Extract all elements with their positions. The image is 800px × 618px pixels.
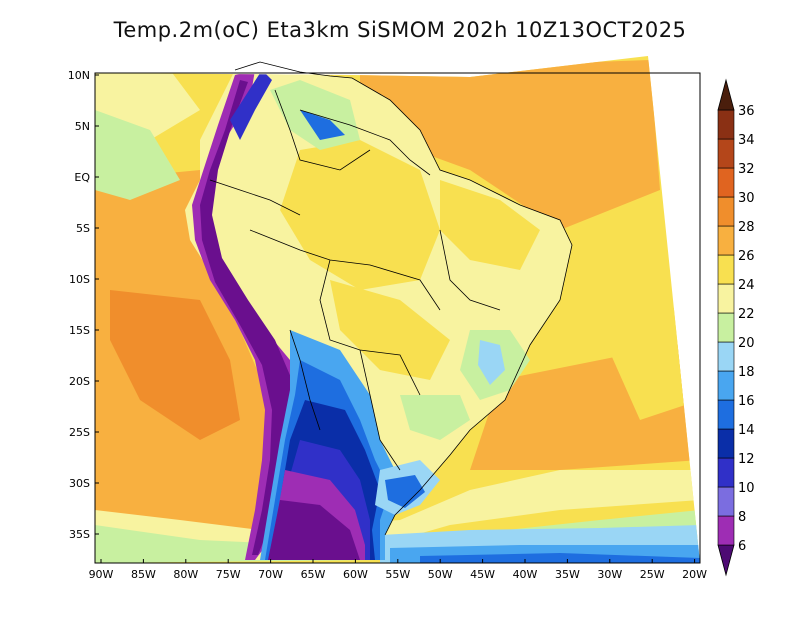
lon-label: 50W [428,568,453,581]
colorbar-label: 28 [738,220,755,235]
colorbar-over-triangle [718,80,734,110]
colorbar-band [718,429,734,458]
colorbar-band [718,313,734,342]
lat-label: 25S [69,426,90,439]
colorbar-band [718,516,734,545]
lat-label: 10N [68,69,90,82]
lon-label: 25W [640,568,665,581]
temperature-field [95,56,700,566]
colorbar-label: 6 [738,539,746,554]
lon-label: 85W [131,568,156,581]
lon-label: 60W [343,568,368,581]
lon-label: 35W [555,568,580,581]
colorbar-under-triangle [718,545,734,575]
colorbar-label: 12 [738,452,755,467]
colorbar-label: 16 [738,394,755,409]
lat-label: 20S [69,375,90,388]
colorbar-band [718,284,734,313]
colorbar-band [718,197,734,226]
colorbar-label: 26 [738,249,755,264]
colorbar-band [718,487,734,516]
lon-label: 20W [682,568,707,581]
lon-label: 75W [216,568,241,581]
colorbar-band [718,342,734,371]
lat-label: 5N [75,120,90,133]
lon-label: 80W [173,568,198,581]
lat-label: 10S [69,273,90,286]
lat-label: 15S [69,324,90,337]
map-figure: 10N 5N EQ 5S 10S 15S 20S 25S 30S 35S 90W 85W 80W 75W… [0,0,800,618]
colorbar-band [718,226,734,255]
colorbar-band [718,168,734,197]
colorbar-label: 22 [738,307,755,322]
colorbar-label: 20 [738,336,755,351]
lon-label: 30W [597,568,622,581]
colorbar-label: 30 [738,191,755,206]
colorbar-label: 18 [738,365,755,380]
colorbar-label: 10 [738,481,755,496]
colorbar-band [718,255,734,284]
lon-label: 65W [301,568,326,581]
lat-label: 5S [76,222,90,235]
colorbar-label: 24 [738,278,755,293]
colorbar-band [718,458,734,487]
lon-label: 90W [89,568,114,581]
lon-label: 45W [470,568,495,581]
colorbar: 6 8 10 12 14 16 18 20 22 24 26 28 30 32 34 36 [718,80,755,575]
latitude-axis: 10N 5N EQ 5S 10S 15S 20S 25S 30S 35S [68,69,99,541]
colorbar-label: 36 [738,104,755,119]
lon-label: 55W [385,568,410,581]
colorbar-label: 8 [738,510,746,525]
colorbar-band [718,371,734,400]
lon-label: 40W [513,568,538,581]
lat-label: 30S [69,477,90,490]
lat-label: 35S [69,528,90,541]
colorbar-label: 14 [738,423,755,438]
colorbar-band [718,110,734,139]
lat-label: EQ [74,171,90,184]
lon-label: 70W [258,568,283,581]
colorbar-label: 34 [738,133,755,148]
colorbar-band [718,400,734,429]
colorbar-band [718,139,734,168]
colorbar-label: 32 [738,162,755,177]
